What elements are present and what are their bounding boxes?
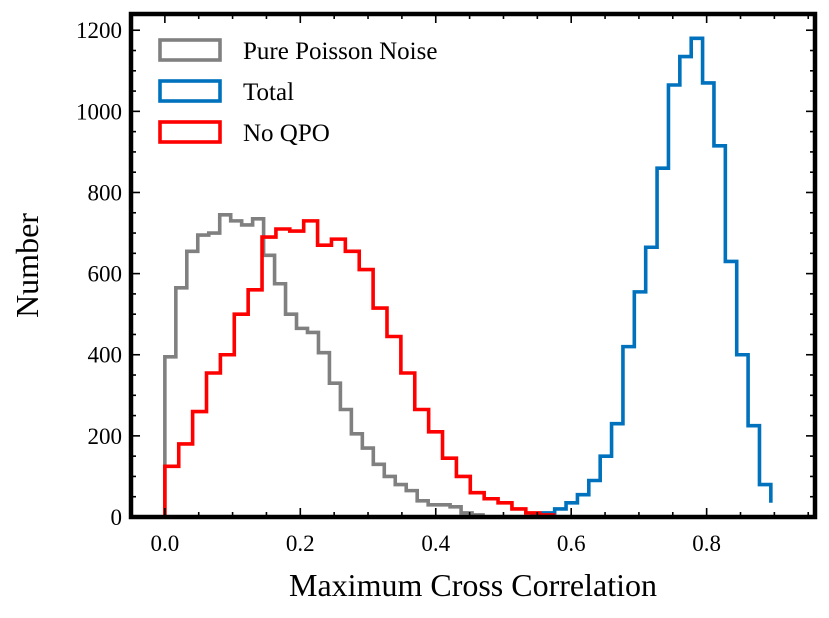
y-tick-label: 600 (88, 262, 123, 287)
histogram-series-1 (530, 36, 773, 517)
x-tick-label: 0.6 (557, 531, 586, 556)
y-tick-label: 400 (88, 343, 123, 368)
legend-swatch-1 (158, 79, 222, 103)
histogram-series-0 (163, 212, 485, 517)
y-tick-label: 0 (111, 505, 123, 530)
legend-swatch-0 (158, 38, 222, 62)
x-tick-label: 0.2 (286, 531, 315, 556)
tick-label-layer: 0.0 0.2 0.4 0.6 0.8 0 200 400 600 800 1000 1200 (76, 18, 721, 556)
y-tick-label: 1000 (76, 99, 122, 124)
x-tick-label: 0.0 (150, 531, 179, 556)
x-axis-title: Maximum Cross Correlation (289, 567, 657, 603)
y-tick-label: 200 (88, 424, 123, 449)
x-tick-label: 0.4 (421, 531, 450, 556)
plot-frame (128, 11, 818, 520)
y-tick-label: 800 (88, 180, 123, 205)
legend-label-2: No QPO (243, 120, 330, 147)
series-layer (163, 36, 773, 519)
y-tick-label: 1200 (76, 18, 122, 43)
y-axis-title: Number (9, 213, 45, 318)
histogram-series-2 (163, 219, 568, 519)
legend: Pure Poisson Noise Total No QPO (158, 38, 437, 147)
x-tick-label: 0.8 (692, 531, 721, 556)
legend-label-0: Pure Poisson Noise (243, 38, 437, 65)
legend-swatch-2 (158, 120, 222, 144)
legend-label-1: Total (243, 79, 294, 106)
